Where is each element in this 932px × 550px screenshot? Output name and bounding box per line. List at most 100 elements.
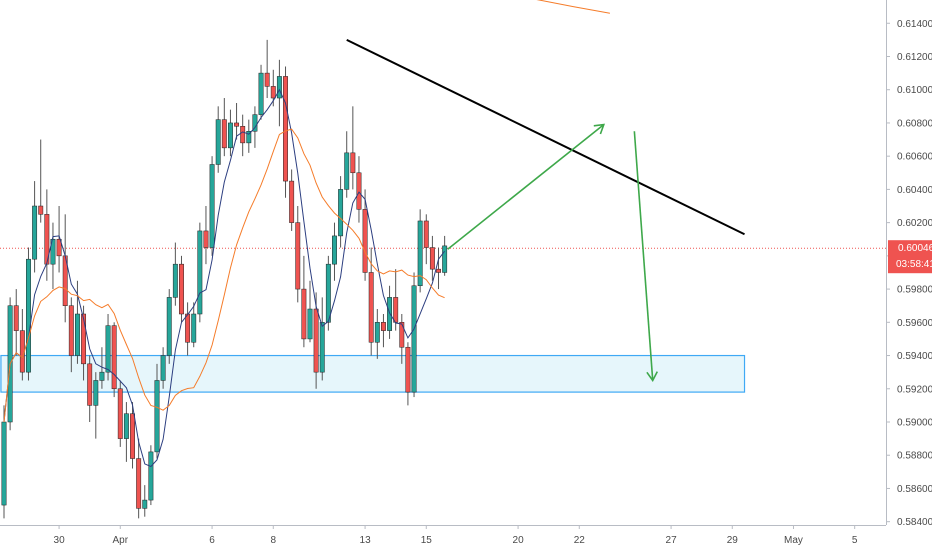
candle[interactable] (368, 247, 374, 356)
candle-body-up (160, 355, 166, 381)
candle[interactable] (166, 289, 172, 364)
y-tick-label: 0.59400 (897, 351, 932, 362)
projection-arrow-head (646, 371, 659, 383)
candle[interactable] (191, 302, 197, 348)
candle[interactable] (209, 156, 215, 256)
candle[interactable] (307, 280, 313, 343)
candle[interactable] (179, 255, 184, 323)
candle[interactable] (160, 347, 166, 389)
candle[interactable] (246, 119, 252, 153)
candle[interactable] (325, 255, 331, 331)
candle[interactable] (1, 405, 7, 519)
candle[interactable] (99, 347, 105, 389)
candle[interactable] (221, 98, 227, 157)
projection-arrow-up[interactable] (447, 123, 605, 250)
candle[interactable] (283, 66, 288, 198)
y-tick-label: 0.59600 (897, 318, 932, 329)
candle[interactable] (26, 247, 31, 381)
candle[interactable] (13, 289, 19, 356)
candle[interactable] (87, 355, 93, 422)
candle[interactable] (399, 314, 405, 364)
candle[interactable] (264, 39, 270, 99)
candle-body-down (185, 313, 191, 343)
candle-body-down (130, 413, 135, 459)
candle[interactable] (423, 214, 429, 265)
candle[interactable] (50, 222, 56, 290)
trendline[interactable] (346, 38, 745, 236)
projection-arrows[interactable] (447, 123, 659, 383)
candle-body-up (105, 325, 111, 373)
x-axis[interactable]: 30 Apr 6 8 13 15 20 22 27 29 May 5 (0, 525, 886, 546)
candle[interactable] (313, 292, 319, 389)
candle[interactable] (32, 181, 38, 273)
candles[interactable] (1, 39, 448, 519)
x-tick-label: 29 (727, 535, 739, 546)
candle[interactable] (319, 297, 325, 381)
y-tick-label: 0.59800 (897, 285, 932, 296)
x-tick-label: 22 (574, 535, 586, 546)
candle[interactable] (338, 176, 344, 248)
candle[interactable] (215, 106, 221, 173)
candle[interactable] (38, 139, 44, 223)
candle[interactable] (380, 314, 386, 348)
candle-body-down (350, 152, 356, 174)
candle-body-down (136, 458, 142, 509)
candle[interactable] (417, 209, 423, 293)
candle[interactable] (148, 445, 154, 506)
candle[interactable] (350, 106, 356, 190)
candle[interactable] (234, 103, 240, 140)
candle[interactable] (68, 297, 74, 373)
trendline-line[interactable] (346, 38, 745, 236)
x-tick-label: May (784, 535, 803, 546)
candle[interactable] (136, 438, 142, 519)
candle-body-down (179, 263, 184, 315)
candle[interactable] (93, 372, 99, 439)
candle[interactable] (344, 131, 350, 198)
y-tick-label: 0.59000 (897, 418, 932, 429)
y-tick-label: 0.61200 (897, 52, 932, 63)
candle[interactable] (227, 109, 233, 157)
candle[interactable] (172, 242, 178, 306)
candle[interactable] (362, 189, 368, 281)
candle[interactable] (240, 114, 246, 157)
projection-arrow-shaft (447, 123, 605, 250)
candle[interactable] (258, 64, 264, 120)
candle[interactable] (356, 156, 362, 223)
candle[interactable] (197, 222, 203, 323)
x-tick-label: 13 (360, 535, 372, 546)
price-badge-bg (888, 240, 932, 274)
candle[interactable] (56, 206, 62, 273)
candle[interactable] (429, 235, 435, 281)
candle-body-up (197, 230, 203, 315)
candle[interactable] (411, 272, 417, 398)
candle-body-up (442, 245, 448, 273)
candle[interactable] (117, 380, 123, 447)
projection-arrow-down[interactable] (633, 131, 659, 383)
candle-body-up (50, 238, 56, 265)
y-tick-label: 0.58800 (897, 451, 932, 462)
candle-body-up (154, 380, 160, 453)
candle[interactable] (442, 235, 448, 276)
candle[interactable] (203, 206, 209, 265)
candle-body-down (38, 205, 44, 215)
candle[interactable] (301, 255, 307, 348)
candle[interactable] (332, 222, 337, 281)
candle-body-down (240, 126, 246, 144)
candle[interactable] (405, 342, 411, 406)
candle-body-down (362, 209, 368, 273)
candle[interactable] (123, 402, 129, 462)
candle-body-up (319, 322, 325, 373)
candle[interactable] (276, 59, 282, 127)
candle[interactable] (374, 309, 380, 359)
candle[interactable] (289, 169, 295, 231)
candle-body-down (393, 297, 399, 323)
candle[interactable] (111, 322, 117, 398)
candle[interactable] (142, 485, 148, 517)
candle[interactable] (130, 402, 135, 469)
candle[interactable] (154, 363, 160, 459)
candle-body-down (399, 322, 405, 348)
candle[interactable] (436, 247, 441, 290)
candle[interactable] (295, 206, 301, 303)
y-tick-label: 0.58400 (897, 517, 932, 528)
